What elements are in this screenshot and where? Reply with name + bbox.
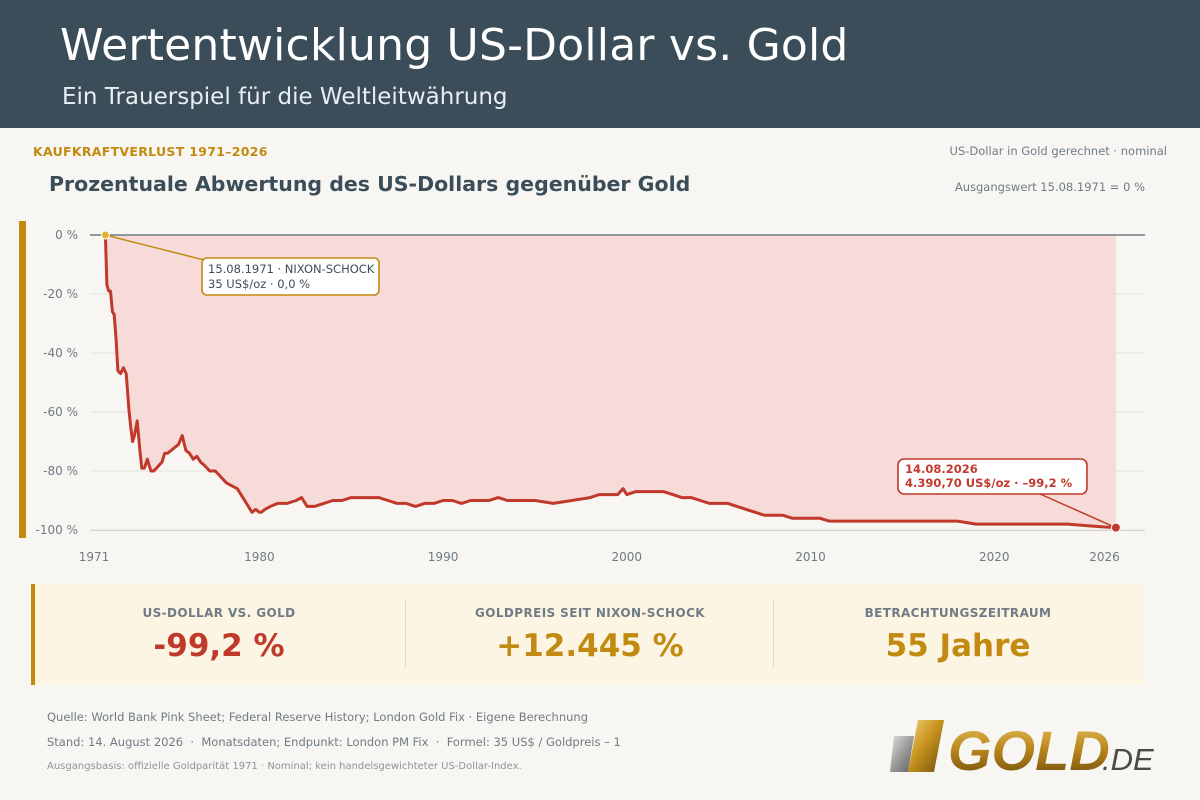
kpi-usd-vs-gold: US-DOLLAR VS. GOLD -99,2 %: [35, 584, 403, 685]
kpi-value: -99,2 %: [153, 628, 285, 664]
kpi-panel: US-DOLLAR VS. GOLD -99,2 % GOLDPREIS SEI…: [31, 584, 1144, 685]
annotation-start-leader: [105, 234, 213, 263]
kpi-value: +12.445 %: [496, 628, 684, 664]
x-tick-label: 2000: [612, 550, 643, 564]
kpi-divider: [405, 600, 406, 668]
chart-line-layer: [103, 233, 1118, 530]
annotation-start-line2: 35 US$/oz · 0,0 %: [208, 277, 310, 291]
chart-baseline-note: Ausgangswert 15.08.1971 = 0 %: [954, 180, 1145, 194]
x-tick-label: 2020: [979, 550, 1010, 564]
chart-canvas: 0 % -20 % -40 % -60 % -80 % -100 %1971 1980 199…: [36, 228, 1145, 564]
y-tick-label: -20 %: [43, 287, 78, 301]
footer-basis: Ausgangsbasis: offizielle Goldparität 19…: [47, 761, 522, 772]
kpi-gold-price-change: GOLDPREIS SEIT NIXON-SCHOCK +12.445 %: [406, 584, 774, 685]
x-tick-label: 1971: [79, 550, 110, 564]
chart-area-fill: [105, 235, 1116, 528]
logo-silver-bar-icon: [890, 736, 914, 772]
logo-word: GOLD: [948, 719, 1110, 778]
series-line: [103, 233, 1118, 530]
x-tick-label: 2010: [795, 550, 826, 564]
section-kicker: KAUFKRAFTVERLUST 1971–2026: [33, 144, 268, 159]
annotation-start-line1: 15.08.1971 · NIXON-SCHOCK: [208, 262, 375, 276]
kpi-period: BETRACHTUNGSZEITRAUM 55 Jahre: [774, 584, 1142, 685]
annotation-start-box: [201, 257, 380, 296]
page-subtitle: Ein Trauerspiel für die Weltleitwährung: [62, 84, 508, 110]
x-tick-label: 1990: [428, 550, 459, 564]
y-tick-label: -80 %: [43, 464, 78, 478]
logo-gold-bar-icon: [908, 720, 944, 772]
y-tick-label: 0 %: [55, 228, 78, 242]
start-point-marker: [100, 230, 110, 240]
y-tick-label: -40 %: [43, 346, 78, 360]
gold-de-logo: GOLD .DE: [890, 719, 1154, 778]
chart-title: Prozentuale Abwertung des US-Dollars geg…: [49, 172, 691, 196]
chart-axes: 0 % -20 % -40 % -60 % -80 % -100 %1971 1980 199…: [36, 228, 1145, 564]
annotation-end-line2: 4.390,70 US$/oz · –99,2 %: [905, 476, 1073, 490]
x-tick-label: 1980: [244, 550, 275, 564]
chart-meta-note: US-Dollar in Gold gerechnet · nominal: [949, 144, 1167, 158]
page-header: Wertentwicklung US-Dollar vs. Gold Ein T…: [0, 0, 1200, 128]
x-tick-label: 2026: [1089, 550, 1120, 564]
y-tick-label: -60 %: [43, 405, 78, 419]
kpi-label: BETRACHTUNGSZEITRAUM: [864, 606, 1052, 620]
chart-area-layer: [105, 235, 1116, 528]
annotation-end-leader: [1039, 493, 1117, 529]
kpi-divider: [773, 600, 774, 668]
accent-bar: [19, 221, 26, 538]
page-title: Wertentwicklung US-Dollar vs. Gold: [60, 20, 849, 71]
kpi-value: 55 Jahre: [885, 628, 1031, 664]
footer-stand: Stand: 14. August 2026 · Monatsdaten; En…: [47, 735, 621, 749]
annotation-end-box: [897, 458, 1088, 495]
kpi-label: US-DOLLAR VS. GOLD: [142, 606, 296, 620]
logo-suffix: .DE: [1102, 742, 1154, 777]
end-point-marker: [1110, 522, 1121, 533]
annotation-end-line1: 14.08.2026: [905, 462, 978, 476]
kpi-label: GOLDPREIS SEIT NIXON-SCHOCK: [475, 606, 705, 620]
footer-source: Quelle: World Bank Pink Sheet; Federal R…: [47, 710, 589, 724]
y-tick-label: -100 %: [36, 523, 78, 537]
